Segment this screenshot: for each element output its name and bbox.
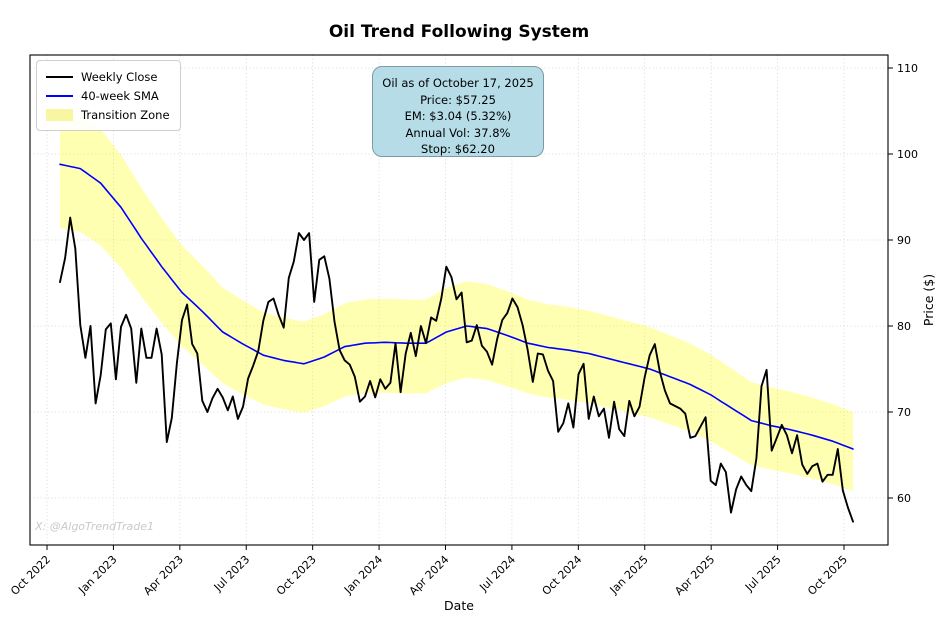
legend-item-transition-zone: Transition Zone	[46, 105, 170, 124]
x-tick-label: Oct 2023	[274, 553, 319, 598]
y-tick-label: 100	[897, 148, 918, 161]
x-tick-label: Oct 2022	[8, 553, 53, 598]
y-tick-label: 80	[897, 320, 911, 333]
x-tick-label: Jul 2024	[476, 553, 518, 595]
y-tick-label: 90	[897, 234, 911, 247]
x-tick-label: Apr 2023	[141, 553, 186, 598]
info-line-em: EM: $3.04 (5.32%)	[404, 109, 512, 123]
sma-line	[59, 163, 854, 450]
x-tick-label: Apr 2025	[672, 553, 717, 598]
info-line-stop: Stop: $62.20	[421, 142, 495, 156]
x-axis-label: Date	[444, 598, 474, 613]
transition-zone-swatch	[46, 108, 73, 121]
x-tick-label: Apr 2024	[407, 553, 452, 598]
legend-label: Transition Zone	[81, 107, 170, 122]
info-line-as-of: Oil as of October 17, 2025	[382, 76, 534, 90]
legend-label: Weekly Close	[81, 69, 158, 84]
weekly-close-line	[59, 216, 854, 523]
weekly-close-line-swatch	[46, 75, 73, 78]
x-tick-label: Jul 2025	[742, 553, 784, 595]
x-tick-label: Oct 2024	[540, 553, 585, 598]
plot-border	[29, 54, 889, 546]
info-line-price: Price: $57.25	[420, 92, 496, 107]
x-tick-label: Jan 2023	[75, 553, 119, 597]
y-tick-label: 70	[897, 406, 911, 419]
info-line-vol: Annual Vol: 37.8%	[405, 125, 511, 140]
watermark: X: @AlgoTrendTrade1	[35, 520, 155, 533]
chart-title: Oil Trend Following System	[329, 22, 589, 42]
x-tick-label: Jan 2024	[341, 553, 385, 597]
y-tick-label: 110	[897, 62, 918, 75]
x-tick-label: Jul 2023	[211, 553, 253, 595]
legend-item-weekly-close: Weekly Close	[46, 67, 170, 86]
legend-item-sma: 40-week SMA	[46, 86, 170, 105]
info-box: Oil as of October 17, 2025 Price: $57.25…	[372, 66, 544, 157]
legend-label: 40-week SMA	[81, 88, 159, 103]
x-tick-label: Jan 2025	[607, 553, 651, 597]
y-tick-label: 60	[897, 492, 911, 505]
sma-line-swatch	[46, 94, 73, 97]
x-tick-label: Oct 2025	[805, 553, 850, 598]
x-axis: Oct 2022 Jan 2023 Apr 2023 Jul 2023 Oct 2023…	[8, 545, 850, 598]
y-axis-label: Price ($)	[921, 274, 936, 326]
legend: Weekly Close 40-week SMA Transition Zone	[36, 60, 181, 131]
y-axis: 60 70 80 90 100 110	[888, 62, 918, 505]
